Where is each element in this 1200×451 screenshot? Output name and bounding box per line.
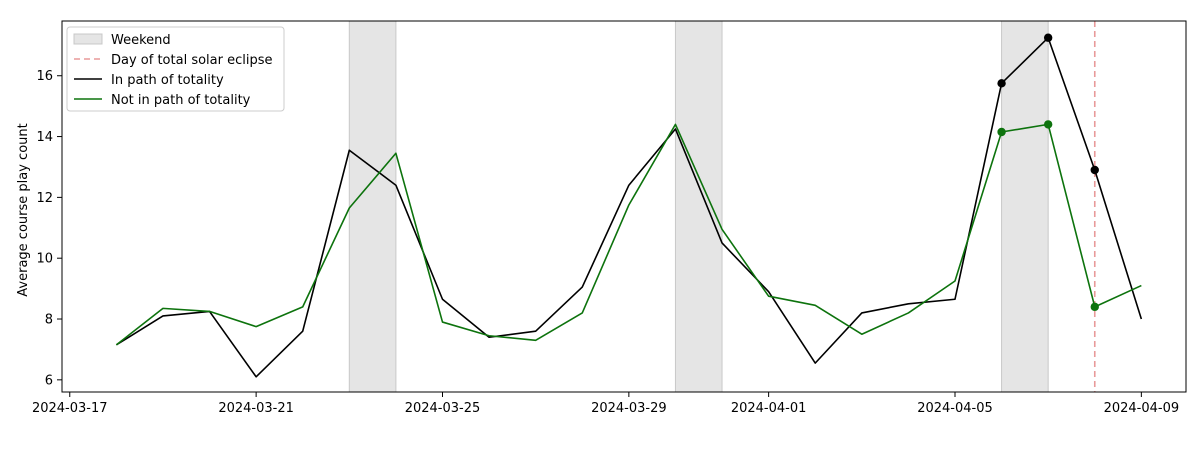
- x-tick-label: 2024-04-05: [917, 401, 993, 416]
- y-axis-label: Average course play count: [16, 123, 31, 296]
- series-line-not-in-path: [115, 123, 1142, 346]
- x-tick-label: 2024-03-29: [591, 401, 667, 416]
- x-tick-label: 2024-03-21: [218, 401, 294, 416]
- highlight-point: [997, 127, 1006, 137]
- y-tick-label: 16: [36, 69, 53, 84]
- highlight-point: [1043, 120, 1053, 129]
- series-line-in-path: [115, 36, 1143, 378]
- legend-box: [66, 26, 285, 112]
- highlight-point: [1043, 33, 1053, 42]
- x-tick-label: 2024-03-25: [405, 401, 481, 416]
- highlight-point: [1090, 302, 1099, 312]
- x-tick-label: 2024-04-09: [1104, 401, 1180, 416]
- legend-item-weekend: Weekend: [73, 33, 171, 48]
- legend-item-in-path: In path of totality: [74, 73, 224, 88]
- y-tick-label: 14: [36, 130, 53, 145]
- legend-label: Day of total solar eclipse: [111, 53, 273, 68]
- weekend-band: [348, 20, 397, 393]
- x-tick-label: 2024-03-17: [32, 401, 108, 416]
- y-tick-label: 8: [45, 313, 53, 328]
- highlight-point: [997, 79, 1006, 88]
- weekend-band: [674, 20, 723, 393]
- axes-layer: 2024-03-17 2024-03-21 2024-03-25 2024-03-29…: [32, 20, 1187, 416]
- legend: Weekend Day of total solar eclipse In path…: [66, 26, 285, 112]
- legend-label: Not in path of totality: [111, 93, 251, 108]
- weekend-band: [1001, 20, 1049, 393]
- x-tick-label: 2024-04-01: [731, 401, 807, 416]
- y-tick-label: 12: [36, 191, 53, 206]
- series-layer: [115, 33, 1143, 378]
- y-tick-label: 6: [45, 373, 53, 388]
- legend-swatch: [73, 33, 103, 45]
- legend-label: In path of totality: [111, 73, 224, 88]
- legend-item-not-in-path: Not in path of totality: [74, 93, 251, 108]
- highlight-point: [1090, 165, 1099, 175]
- plot-frame: [61, 20, 1187, 393]
- weekend-shading-layer: [348, 20, 1049, 393]
- legend-item-eclipse: Day of total solar eclipse: [74, 53, 273, 68]
- legend-label: Weekend: [111, 33, 171, 48]
- y-tick-label: 10: [36, 252, 53, 267]
